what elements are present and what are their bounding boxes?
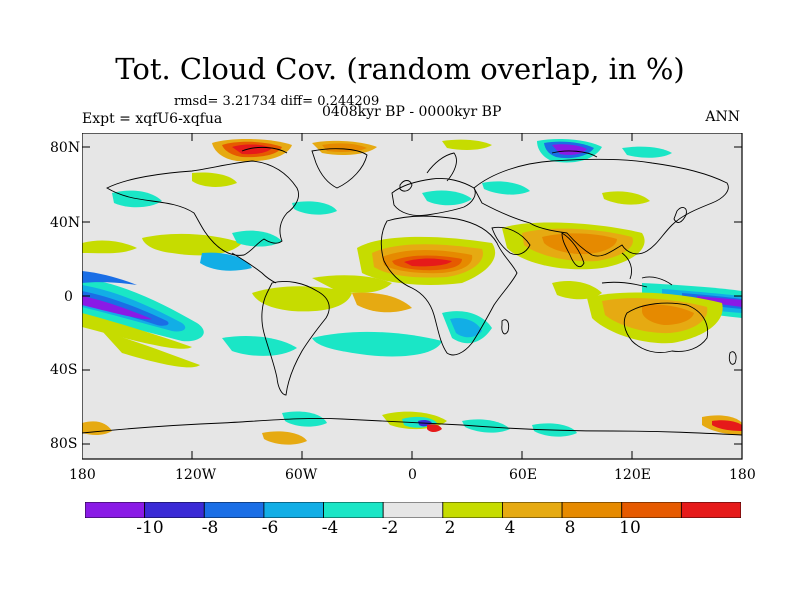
colorbar-cell (680, 502, 741, 518)
colorbar-cell (382, 502, 444, 518)
colorbar-cell (144, 502, 205, 518)
colorbar-label: -2 (381, 518, 399, 538)
coastlines (82, 146, 742, 436)
cloud-cover-map (82, 133, 743, 460)
colorbar-cell (263, 502, 324, 518)
anomaly-patches (82, 139, 742, 445)
lat-tick-label: 80S (50, 436, 78, 452)
period-label: 0408kyr BP - 0000kyr BP (322, 104, 502, 120)
colorbar-label: -6 (261, 518, 279, 538)
lon-tick-label: 60E (509, 467, 538, 483)
colorbar-cell (442, 502, 503, 518)
tick-marks (82, 133, 742, 459)
colorbar-label: 4 (504, 518, 516, 538)
lon-tick-label: 0 (408, 467, 417, 483)
lon-tick-label: 120W (175, 467, 217, 483)
map-title: Tot. Cloud Cov. (random overlap, in %) (115, 52, 685, 86)
lon-tick-label: 180 (729, 467, 756, 483)
lon-tick-label: 180 (69, 467, 96, 483)
lon-tick-label: 120E (614, 467, 651, 483)
lat-tick-label: 80N (50, 140, 81, 156)
lon-tick-label: 60W (285, 467, 318, 483)
rmsd-diff-stats: rmsd= 3.21734 diff= 0.244209 (174, 94, 380, 109)
colorbar-label: -4 (321, 518, 339, 538)
colorbar-cell (621, 502, 682, 518)
colorbar-label: -10 (136, 518, 164, 538)
colorbar-cell (85, 502, 146, 518)
season-label: ANN (705, 109, 740, 125)
colorbar-cell (502, 502, 563, 518)
lat-tick-label: 40N (50, 215, 81, 231)
experiment-label: Expt = xqfU6-xqfua (82, 111, 223, 127)
lat-tick-label: 40S (50, 362, 78, 378)
colorbar-label: 10 (619, 518, 641, 538)
colorbar (85, 502, 741, 518)
colorbar-cell (561, 502, 623, 518)
colorbar-cell (323, 502, 384, 518)
colorbar-cell (203, 502, 265, 518)
colorbar-label: 2 (444, 518, 456, 538)
colorbar-label: -8 (201, 518, 219, 538)
colorbar-label: 8 (564, 518, 576, 538)
lat-tick-label: 0 (64, 289, 73, 305)
